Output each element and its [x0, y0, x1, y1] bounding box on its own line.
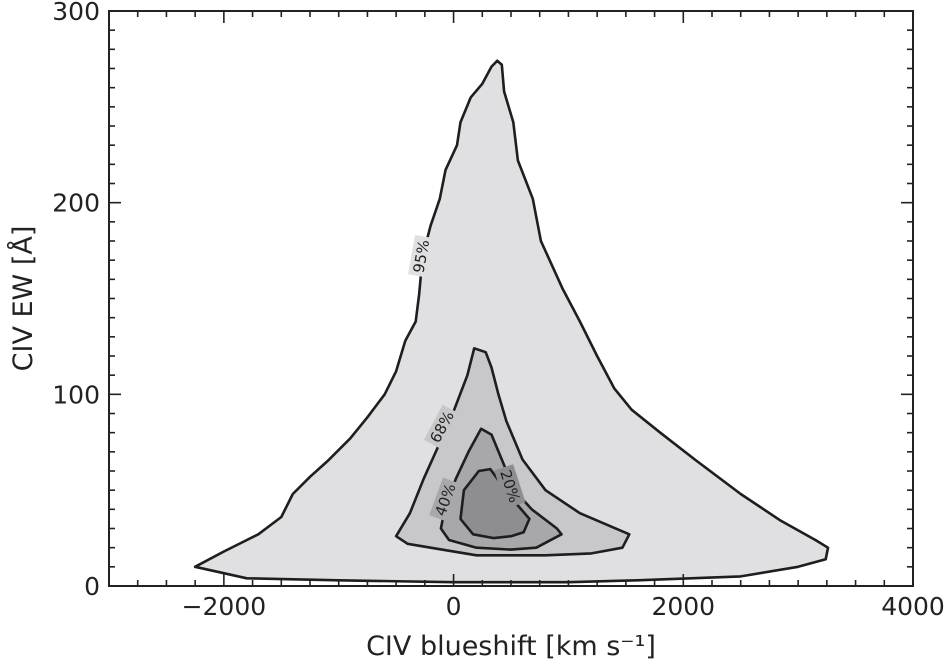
x-tick-label: 2000 [651, 592, 715, 621]
contour-label-bg-95 [408, 234, 435, 278]
tick-labels: −2000 0 2000 4000 0 100 200 300 [52, 0, 945, 621]
contour-fill-20 [460, 469, 530, 539]
contour-line-20 [459, 467, 531, 540]
x-axis-title: CIV blueshift [km s⁻¹] [366, 631, 656, 662]
x-tick-label: 0 [446, 592, 462, 621]
contour-label-bg-40 [429, 477, 462, 522]
contour-label-95: 95% [410, 238, 434, 274]
y-tick-label: 100 [52, 380, 100, 409]
contour-fill-95 [195, 60, 829, 583]
x-tick-label: 4000 [881, 592, 945, 621]
y-tick-label: 300 [52, 0, 100, 26]
contour-line-95 [193, 59, 830, 584]
contour-label-bg-68 [423, 404, 461, 450]
y-tick-label: 0 [84, 572, 100, 601]
y-tick-label: 200 [52, 189, 100, 218]
contour-label-bg-20 [494, 464, 526, 509]
axis-ticks [108, 10, 914, 587]
y-axis-title: CIV EW [Å] [7, 226, 39, 372]
x-tick-label: −2000 [182, 592, 267, 621]
